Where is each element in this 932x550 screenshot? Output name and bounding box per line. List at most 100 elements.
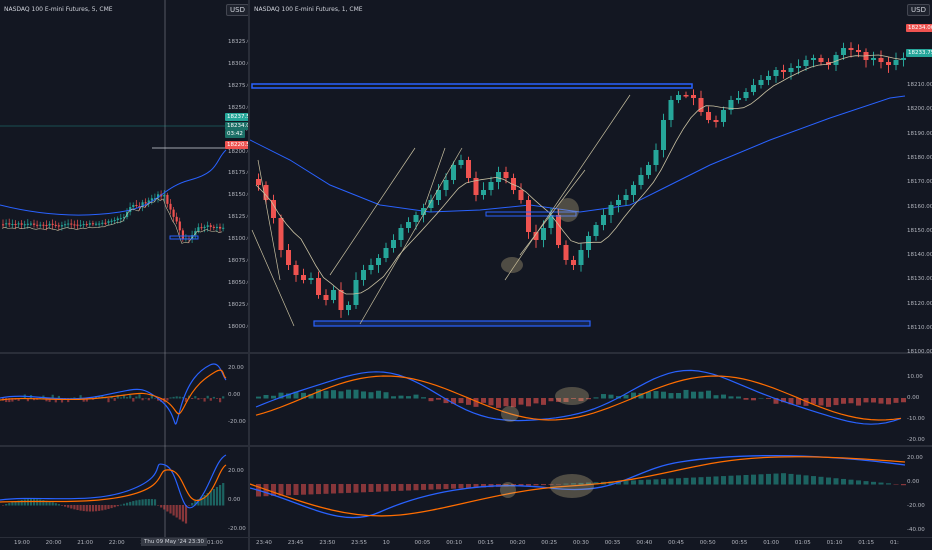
candle-body [144,202,147,204]
candle-body [391,240,396,248]
histogram-bar [893,484,899,485]
candle-body [743,92,749,98]
left-currency-unit[interactable]: USD [226,4,248,16]
histogram-bar [811,398,816,404]
time-tick-label: 23:50 [319,540,336,546]
oscillator-tick-label: 20.00 [228,468,244,474]
right-time-axis[interactable]: 23:40 23:45 23:50 23:55 10 00:05 00:10 00:15 00:… [250,538,905,550]
time-tick-label: 00:35 [604,540,621,546]
candle-body [698,98,704,112]
histogram-bar [526,398,531,407]
candle-body [451,165,456,180]
histogram-bar [728,475,734,485]
histogram-bar [122,503,126,506]
candle-body [278,218,284,250]
histogram-bar [758,474,764,485]
price-tick-label: 18120.00 [907,300,932,307]
annotation-arrow [257,159,281,281]
histogram-bar [593,397,599,399]
histogram-bar [293,484,299,495]
price-tick-label: 18180.00 [907,154,932,161]
histogram-bar [638,393,644,399]
signal-line [250,456,906,517]
histogram-bar [713,395,719,399]
candle-body [166,194,169,204]
time-tick-label: 01:05 [794,540,811,546]
left-chart-pane[interactable]: USD 18325.00 18300.00 18275.00 18250.00 1822… [0,0,248,550]
histogram-bar [200,497,203,506]
histogram-bar [841,478,846,485]
histogram-bar [766,398,771,399]
histogram-bar [5,398,8,403]
histogram-bar [713,476,719,485]
histogram-bar [413,484,419,491]
candle-body [82,224,85,226]
histogram-bar [36,499,39,506]
candle-body [571,260,576,265]
histogram-bar [39,499,42,506]
right-chart-pane[interactable]: NASDAQ 100 E-mini Futures, 1, CME USD 18… [250,0,932,550]
histogram-bar [721,394,726,399]
histogram-bar [57,395,60,399]
histogram-bar [451,398,456,404]
time-tick-label: 01:00 [207,540,223,546]
candle-body [119,218,122,220]
price-tick-label: 18200.00 [228,148,248,155]
candle-body [608,205,614,215]
histogram-bar [308,393,314,399]
histogram-bar [473,484,479,488]
time-tick-label: 01:15 [858,540,875,546]
candle-body [383,248,389,258]
histogram-bar [82,505,85,512]
histogram-bar [54,503,57,506]
macd-line [0,454,227,509]
histogram-bar [169,505,172,514]
right-currency-unit[interactable]: USD [907,4,930,16]
histogram-bar [676,478,681,485]
candle-body [39,224,42,226]
candle-body [398,228,404,240]
candle-body [548,215,554,228]
histogram-bar [556,398,561,402]
left-price-axis[interactable]: 18325.0018300.0018275.0018250.0018225.00… [226,0,248,350]
histogram-bar [781,473,786,485]
pane-separator [250,537,932,538]
candle-body [206,225,209,227]
candle-body [200,227,203,229]
candle-body [95,223,98,225]
histogram-bar [11,398,14,402]
oscillator-tick-label: 0.00 [907,395,920,401]
candle-body [751,85,756,92]
histogram-bar [743,475,749,485]
candle-body [661,120,666,150]
right-chart-symbol-title[interactable]: NASDAQ 100 E-mini Futures, 1, CME [254,6,363,13]
histogram-bar [166,398,169,401]
right-price-axis[interactable]: 18210.00 18200.00 18190.00 18180.00 18170.00… [905,0,932,355]
histogram-bar [107,398,110,403]
histogram-bar [518,398,524,405]
histogram-bar [788,398,794,405]
left-chart-symbol-title[interactable]: NASDAQ 100 E-mini Futures, 5, CME [4,6,113,13]
histogram-bar [638,480,644,485]
histogram-bar [206,395,209,399]
candle-body [175,216,178,222]
candle-body [893,60,899,65]
candle-body [194,231,197,236]
histogram-bar [706,476,711,485]
pane-separator-vertical[interactable] [248,0,250,550]
histogram-bar [316,389,321,399]
histogram-bar [893,398,899,403]
left-chart-canvas[interactable] [0,0,248,550]
right-chart-canvas[interactable] [250,0,932,550]
candle-body [169,203,172,210]
histogram-bar [728,396,734,399]
candle-body [271,200,276,218]
candle-body [593,225,599,236]
histogram-bar [194,396,197,399]
candle-body [129,207,132,212]
histogram-bar [788,473,794,485]
candle-body [443,180,449,190]
oscillator-tick-label: -20.00 [907,503,925,509]
candle-body [653,150,659,165]
candle-body [368,265,374,270]
